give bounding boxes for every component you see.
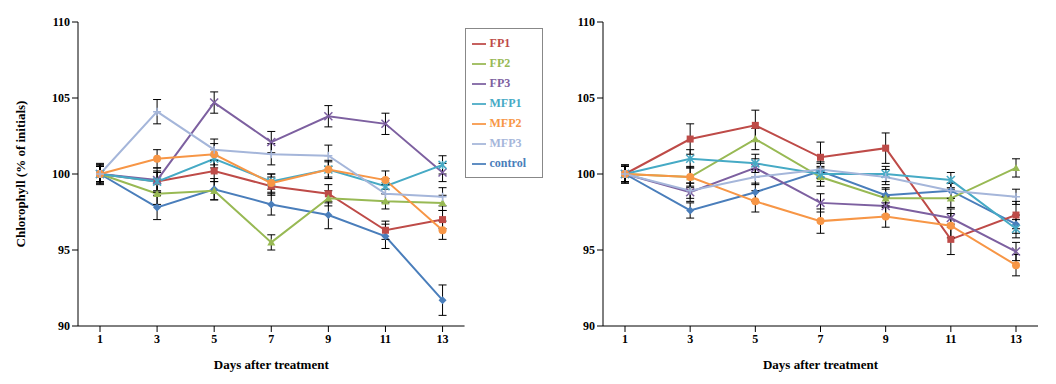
html-text:FP2: FP2 (489, 56, 511, 70)
svg-text:110: 110 (53, 15, 70, 29)
svg-text:5: 5 (211, 332, 217, 346)
svg-text:Days after treatment: Days after treatment (214, 357, 330, 372)
svg-text:95: 95 (583, 243, 595, 257)
html-text:control: control (489, 156, 526, 170)
svg-text:90: 90 (58, 319, 70, 333)
html-text:FP1: FP1 (489, 36, 511, 50)
svg-text:3: 3 (687, 332, 693, 346)
html-text:MFP3: MFP3 (489, 136, 522, 150)
svg-text:100: 100 (577, 167, 595, 181)
svg-text:Chlorophyll (% of initials): Chlorophyll (% of initials) (13, 101, 28, 248)
svg-text:105: 105 (52, 91, 70, 105)
svg-text:3: 3 (154, 332, 160, 346)
html-text:MFP2: MFP2 (489, 116, 522, 130)
svg-text:90: 90 (583, 319, 595, 333)
svg-text:9: 9 (325, 332, 331, 346)
svg-text:13: 13 (437, 332, 449, 346)
svg-text:1: 1 (622, 332, 628, 346)
svg-text:7: 7 (818, 332, 824, 346)
svg-text:1: 1 (97, 332, 103, 346)
svg-text:5: 5 (752, 332, 758, 346)
html-text:FP3: FP3 (489, 76, 511, 90)
svg-text:110: 110 (578, 15, 595, 29)
svg-text:9: 9 (883, 332, 889, 346)
svg-text:100: 100 (52, 167, 70, 181)
svg-text:11: 11 (945, 332, 956, 346)
svg-text:13: 13 (1010, 332, 1022, 346)
svg-text:105: 105 (577, 91, 595, 105)
svg-text:7: 7 (268, 332, 274, 346)
svg-text:11: 11 (380, 332, 391, 346)
svg-text:95: 95 (58, 243, 70, 257)
svg-text:Days after treatment: Days after treatment (763, 357, 879, 372)
html-text:MFP1: MFP1 (489, 96, 522, 110)
